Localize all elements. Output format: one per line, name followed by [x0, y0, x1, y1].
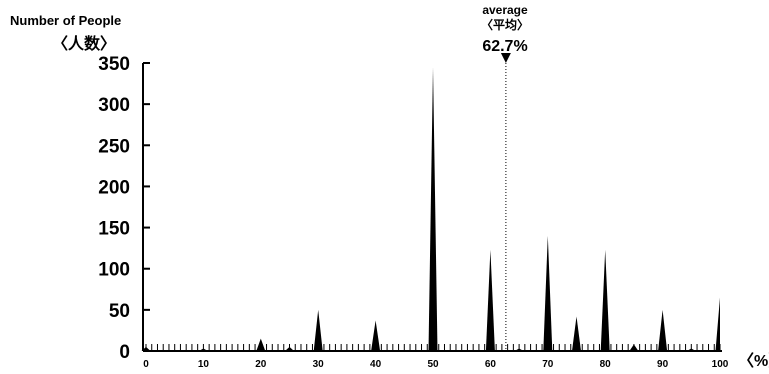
y-tick-label: 50 — [109, 301, 130, 322]
x-tick-label: 70 — [542, 359, 554, 370]
peak-75 — [572, 316, 581, 351]
x-tick-label: 0 — [143, 359, 149, 370]
y-tick-label: 350 — [98, 54, 130, 75]
y-axis-title: Number of People — [10, 13, 121, 28]
x-tick-label: 100 — [712, 359, 729, 370]
y-tick-label: 150 — [98, 219, 130, 240]
peak-50 — [428, 67, 438, 351]
average-value-label: 62.7% — [482, 38, 527, 55]
x-tick-label: 60 — [485, 359, 497, 370]
x-tick-label: 40 — [370, 359, 382, 370]
x-tick-label: 20 — [255, 359, 267, 370]
x-tick-label: 90 — [657, 359, 669, 370]
peak-70 — [543, 235, 553, 351]
y-tick-label: 200 — [98, 177, 130, 198]
peak-40 — [371, 320, 381, 351]
y-tick-label: 250 — [98, 136, 130, 157]
peak-100 — [715, 297, 720, 351]
y-axis-title-sub: 〈人数〉 — [52, 34, 116, 53]
average-marker-arrow — [500, 53, 511, 63]
x-axis-unit: 〈%〉 — [738, 352, 769, 370]
x-tick-label: 50 — [427, 359, 439, 370]
x-tick-label: 80 — [600, 359, 612, 370]
average-label-sub: 〈平均〉 — [481, 17, 529, 32]
x-axis-ticks: 0 10 20 30 40 50 60 70 80 90 100 — [143, 359, 729, 370]
peak-60 — [485, 249, 495, 351]
y-tick-label: 100 — [98, 260, 130, 281]
y-axis-ticks: 0 50 100 150 200 250 300 350 — [98, 54, 150, 363]
peak-30 — [313, 309, 323, 351]
y-tick-label: 300 — [98, 95, 130, 116]
x-tick-label: 30 — [313, 359, 325, 370]
peak-90 — [658, 309, 668, 351]
x-axis-minor-ticks — [145, 344, 721, 351]
data-series — [141, 67, 720, 351]
average-label: average — [482, 3, 528, 17]
y-tick-label: 0 — [119, 342, 130, 363]
x-tick-label: 10 — [198, 359, 210, 370]
peak-80 — [600, 249, 610, 351]
